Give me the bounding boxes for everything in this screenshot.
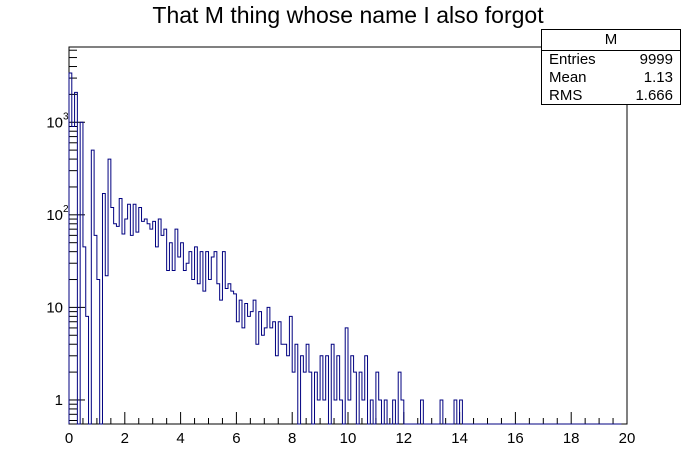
- x-tick-label: 2: [121, 430, 129, 447]
- stats-mean-row: Mean 1.13: [542, 69, 680, 87]
- stats-rms-row: RMS 1.666: [542, 87, 680, 105]
- x-tick-label: 6: [232, 430, 240, 447]
- x-tick-label: 20: [619, 430, 636, 447]
- stats-rms-label: RMS: [549, 87, 583, 104]
- x-tick-label: 0: [65, 430, 73, 447]
- x-tick-label: 12: [395, 430, 412, 447]
- x-tick-label: 10: [340, 430, 357, 447]
- x-tick-label: 4: [176, 430, 184, 447]
- y-tick-label: 1: [55, 392, 63, 409]
- stats-entries-row: Entries 9999: [542, 51, 680, 69]
- x-tick-label: 16: [507, 430, 524, 447]
- stats-name: M: [542, 30, 680, 51]
- chart-title: That M thing whose name I also forgot: [152, 2, 544, 28]
- stats-mean-label: Mean: [549, 69, 587, 86]
- y-tick-label: 10: [46, 299, 63, 316]
- y-tick-exponent: 2: [63, 204, 69, 215]
- y-tick-exponent: 3: [63, 111, 69, 122]
- stats-entries-label: Entries: [549, 51, 596, 68]
- stats-mean-value: 1.13: [643, 69, 673, 86]
- histogram-line: [68, 72, 622, 425]
- y-tick-label: 10: [46, 114, 63, 131]
- x-tick-label: 8: [288, 430, 296, 447]
- stats-rms-value: 1.666: [635, 87, 673, 104]
- x-tick-label: 18: [563, 430, 580, 447]
- stats-entries-value: 9999: [639, 51, 673, 68]
- y-tick-label: 10: [46, 207, 63, 224]
- x-tick-label: 14: [451, 430, 468, 447]
- stats-box: M Entries 9999 Mean 1.13 RMS 1.666: [541, 29, 681, 105]
